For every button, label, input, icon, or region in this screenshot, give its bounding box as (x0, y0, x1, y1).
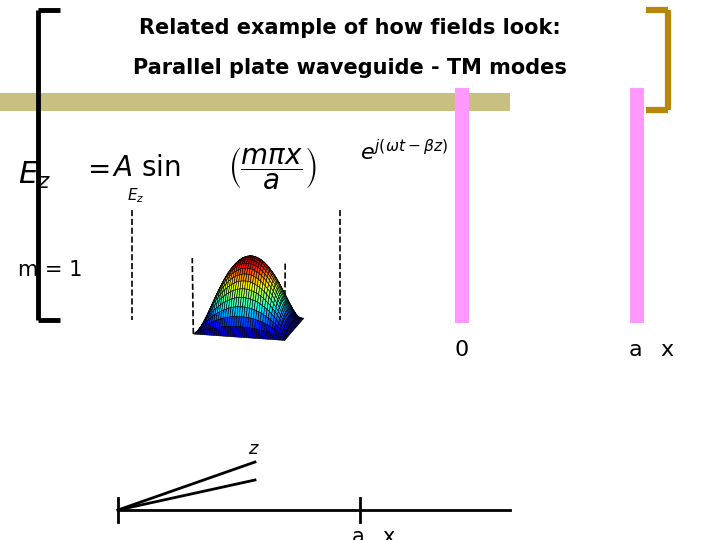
Text: 0: 0 (455, 340, 469, 360)
Text: a: a (351, 527, 364, 540)
Text: $A\ \sin$: $A\ \sin$ (112, 154, 181, 182)
Bar (630, 88, 644, 323)
Text: m = 1: m = 1 (18, 260, 82, 280)
Text: z: z (248, 440, 258, 458)
Text: $\left(\dfrac{m\pi x}{a}\right)$: $\left(\dfrac{m\pi x}{a}\right)$ (228, 145, 317, 191)
Text: x: x (660, 340, 673, 360)
Text: x: x (382, 527, 395, 540)
Text: $E_z$: $E_z$ (127, 186, 145, 205)
Bar (0, 93, 510, 111)
Text: a: a (628, 340, 642, 360)
Text: $e^{j(\omega t-\beta z)}$: $e^{j(\omega t-\beta z)}$ (360, 139, 448, 165)
Text: $=$: $=$ (82, 154, 109, 182)
Text: $E_z$: $E_z$ (18, 159, 51, 191)
Text: Parallel plate waveguide - TM modes: Parallel plate waveguide - TM modes (133, 58, 567, 78)
Text: Related example of how fields look:: Related example of how fields look: (139, 18, 561, 38)
Bar (455, 88, 469, 323)
